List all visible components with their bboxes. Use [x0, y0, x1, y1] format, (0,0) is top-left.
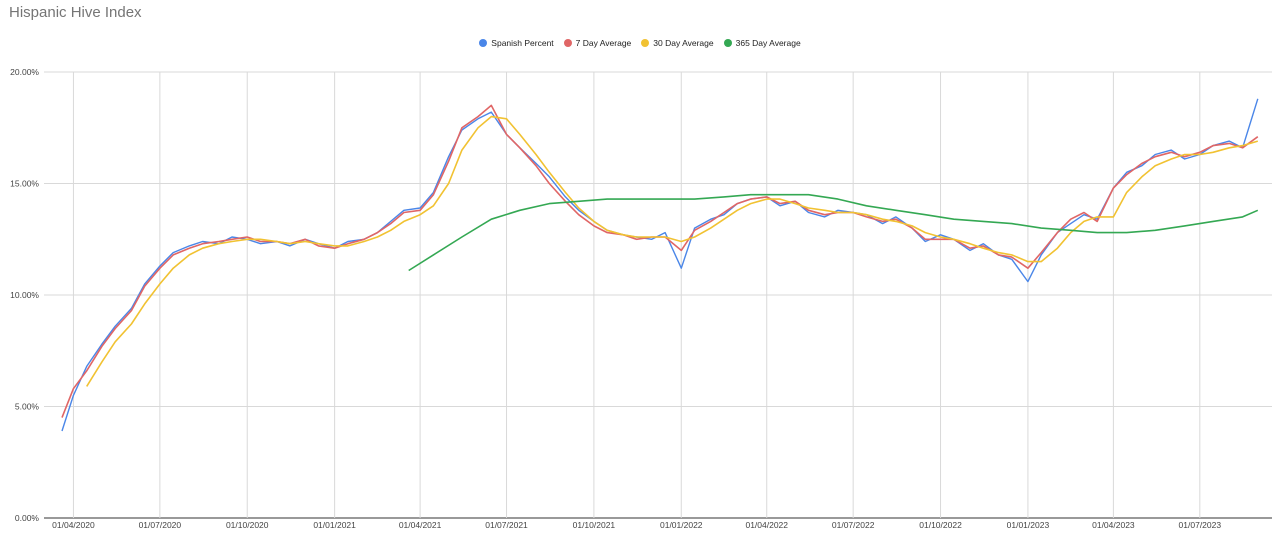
legend-label: Spanish Percent — [491, 38, 554, 48]
legend-label: 365 Day Average — [735, 38, 801, 48]
x-tick-label: 01/04/2020 — [52, 520, 95, 530]
x-tick-label: 01/10/2021 — [573, 520, 616, 530]
y-tick-label: 10.00% — [10, 290, 39, 300]
x-tick-label: 01/10/2020 — [226, 520, 269, 530]
legend-item[interactable]: Spanish Percent — [479, 38, 554, 48]
x-tick-label: 01/07/2023 — [1179, 520, 1222, 530]
series-line — [61, 98, 1259, 432]
x-tick-label: 01/01/2023 — [1007, 520, 1050, 530]
y-tick-label: 5.00% — [15, 402, 40, 412]
x-tick-label: 01/04/2023 — [1092, 520, 1135, 530]
series-line — [408, 193, 1259, 272]
y-tick-label: 20.00% — [10, 67, 39, 77]
series-line — [61, 104, 1259, 418]
x-tick-label: 01/01/2021 — [313, 520, 356, 530]
x-tick-label: 01/01/2022 — [660, 520, 703, 530]
legend-item[interactable]: 7 Day Average — [563, 38, 632, 48]
series-line — [86, 115, 1259, 387]
x-tick-label: 01/07/2020 — [139, 520, 182, 530]
y-tick-label: 0.00% — [15, 513, 40, 523]
legend-label: 7 Day Average — [575, 38, 632, 48]
legend-label: 30 Day Average — [653, 38, 714, 48]
legend-item[interactable]: 30 Day Average — [641, 38, 714, 48]
chart-title: Hispanic Hive Index — [9, 4, 142, 21]
legend-swatch-icon — [723, 39, 732, 47]
x-tick-label: 01/10/2022 — [919, 520, 962, 530]
x-tick-label: 01/04/2021 — [399, 520, 442, 530]
y-tick-label: 15.00% — [10, 179, 39, 189]
legend: Spanish Percent 7 Day Average 30 Day Ave… — [0, 38, 1280, 48]
legend-swatch-icon — [641, 39, 650, 47]
legend-swatch-icon — [479, 39, 488, 47]
x-tick-label: 01/04/2022 — [745, 520, 788, 530]
x-tick-label: 01/07/2021 — [485, 520, 528, 530]
x-tick-label: 01/07/2022 — [832, 520, 875, 530]
legend-swatch-icon — [563, 39, 572, 47]
legend-item[interactable]: 365 Day Average — [723, 38, 801, 48]
